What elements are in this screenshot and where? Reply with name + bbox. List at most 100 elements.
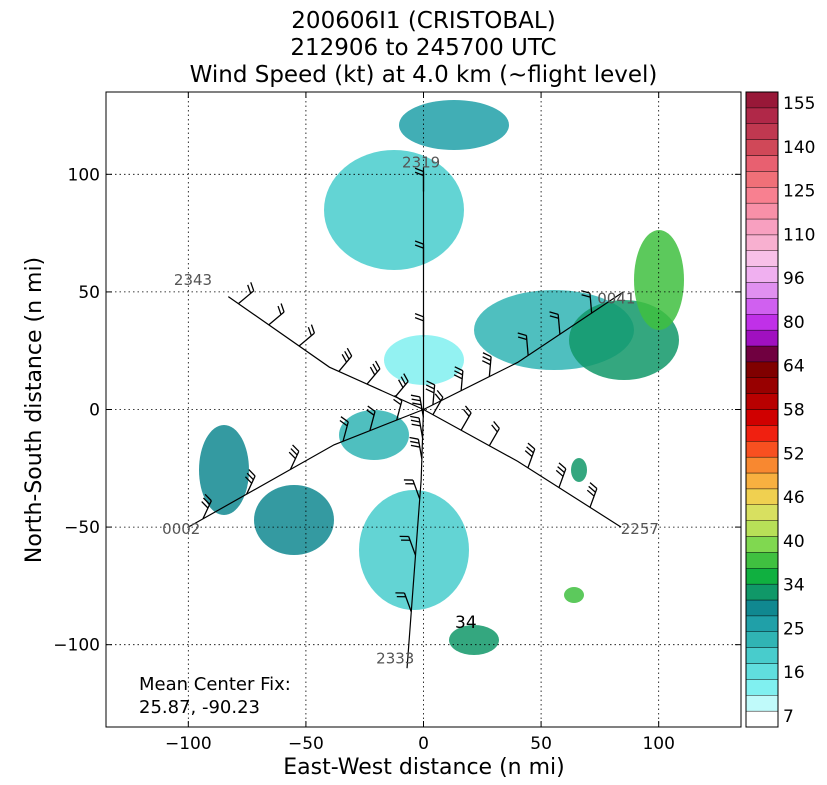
colorbar-swatch [745, 520, 779, 537]
colorbar-swatch [745, 488, 779, 505]
colorbar-swatch [745, 361, 779, 378]
colorbar-swatch [745, 552, 779, 569]
colorbar-tick-label: 7 [783, 707, 794, 727]
wind-barb [488, 421, 500, 447]
wind-cell [634, 230, 684, 330]
wind-cell [449, 625, 499, 655]
colorbar-tick-label: 16 [783, 663, 805, 683]
colorbar-tick-label: 155 [783, 94, 815, 114]
y-tick-label: −100 [53, 636, 100, 656]
x-axis-label: East-West distance (n mi) [283, 755, 564, 780]
colorbar-swatch [745, 568, 779, 585]
flight-leg-label: 34 [455, 613, 477, 633]
wind-barb [366, 405, 376, 431]
colorbar-swatch [745, 234, 779, 251]
axis-ticks: −100 −50 0 50 100 −100 −50 0 50 100 [53, 92, 741, 754]
wind-barb [425, 380, 436, 405]
colorbar-tick-label: 80 [783, 313, 805, 333]
colorbar-swatch [745, 266, 779, 283]
colorbar-swatch [745, 472, 779, 490]
chart-title-line-1: 200606I1 (CRISTOBAL) [291, 8, 556, 34]
wind-barb [410, 415, 424, 438]
x-tick-label: −100 [165, 734, 212, 754]
colorbar-tick-label: 96 [783, 269, 805, 289]
colorbar-tick-label: 46 [783, 488, 805, 508]
colorbar-swatch [745, 282, 779, 299]
chart-title-line-3: Wind Speed (kt) at 4.0 km (~flight level… [189, 62, 658, 88]
wind-barb [244, 469, 256, 495]
colorbar-tick-label: 25 [783, 619, 805, 639]
wind-barb [482, 352, 492, 377]
wind-barb [414, 313, 425, 337]
colorbar-swatch [745, 171, 779, 188]
colorbar-swatch [745, 710, 779, 728]
wind-barb [414, 240, 425, 265]
colorbar-swatch [745, 298, 779, 315]
colorbar-swatch [745, 425, 779, 442]
wind-barb [453, 366, 464, 391]
wind-barb [586, 482, 598, 508]
colorbar-swatch [745, 202, 779, 220]
y-tick-label: 100 [68, 165, 100, 185]
colorbar-swatch [745, 329, 779, 347]
wind-barb [460, 405, 472, 431]
flight-track-leg [406, 167, 425, 669]
colorbar-swatch [745, 409, 779, 426]
colorbar-swatch [745, 441, 779, 458]
chart-title-line-2: 212906 to 245700 UTC [290, 35, 557, 61]
colorbar-swatch [745, 91, 779, 109]
wind-cell [254, 485, 334, 555]
flight-leg-label: 2333 [376, 650, 414, 668]
colorbar-swatch [745, 583, 779, 601]
wind-barb [394, 373, 409, 398]
colorbar-tick-label: 64 [783, 357, 805, 377]
colorbar-tick-label: 140 [783, 138, 815, 158]
wind-barb [201, 493, 212, 520]
flight-leg-labels: 2343 0002 2257 0041 2319 2333 34 [162, 153, 659, 667]
y-axis-label: North-South distance (n mi) [22, 257, 47, 563]
center-fix-value: 25.87, -90.23 [139, 697, 260, 718]
colorbar-frame [745, 91, 779, 728]
wind-barb [403, 479, 421, 500]
colorbar-swatch [745, 536, 779, 553]
wind-barb [555, 462, 567, 488]
y-tick-label: −50 [64, 518, 100, 538]
wind-barb [409, 436, 423, 460]
wind-barb [410, 394, 424, 417]
wind-barb [339, 416, 349, 442]
colorbar-swatch [745, 155, 779, 172]
colorbar-swatch [745, 187, 779, 204]
colorbar-swatch [745, 250, 779, 267]
wind-barb [395, 592, 412, 612]
colorbar-swatch [745, 218, 779, 236]
colorbar-swatch [745, 679, 779, 696]
flight-leg-label: 2319 [402, 153, 440, 171]
colorbar-swatch [745, 695, 779, 712]
wind-barb [268, 303, 285, 326]
wind-barb [298, 324, 316, 347]
colorbar-swatch [745, 139, 779, 156]
colorbar-tick-label: 110 [783, 225, 815, 245]
wind-barbs [201, 167, 598, 612]
x-tick-label: 100 [642, 734, 674, 754]
wind-barb [366, 360, 381, 385]
colorbar-tick-label: 58 [783, 401, 805, 421]
colorbar: 7 16 25 34 40 46 52 58 64 80 96 110 125 140 155 [745, 91, 815, 728]
x-tick-label: 50 [530, 734, 552, 754]
colorbar-tick-label: 40 [783, 532, 805, 552]
colorbar-tick-label: 34 [783, 576, 805, 596]
x-tick-label: −50 [288, 734, 324, 754]
wind-barb [338, 347, 353, 372]
wind-barb [399, 535, 417, 556]
colorbar-swatch [745, 377, 779, 394]
wind-barb [414, 167, 425, 192]
colorbar-swatch [745, 631, 779, 648]
wind-cell [571, 458, 587, 482]
wind-barb [517, 332, 529, 356]
colorbar-swatch [745, 504, 779, 521]
colorbar-swatch [745, 345, 779, 363]
wind-barb [432, 389, 444, 415]
flight-leg-label: 2343 [174, 271, 212, 289]
center-fix-label: Mean Center Fix: [139, 674, 291, 695]
